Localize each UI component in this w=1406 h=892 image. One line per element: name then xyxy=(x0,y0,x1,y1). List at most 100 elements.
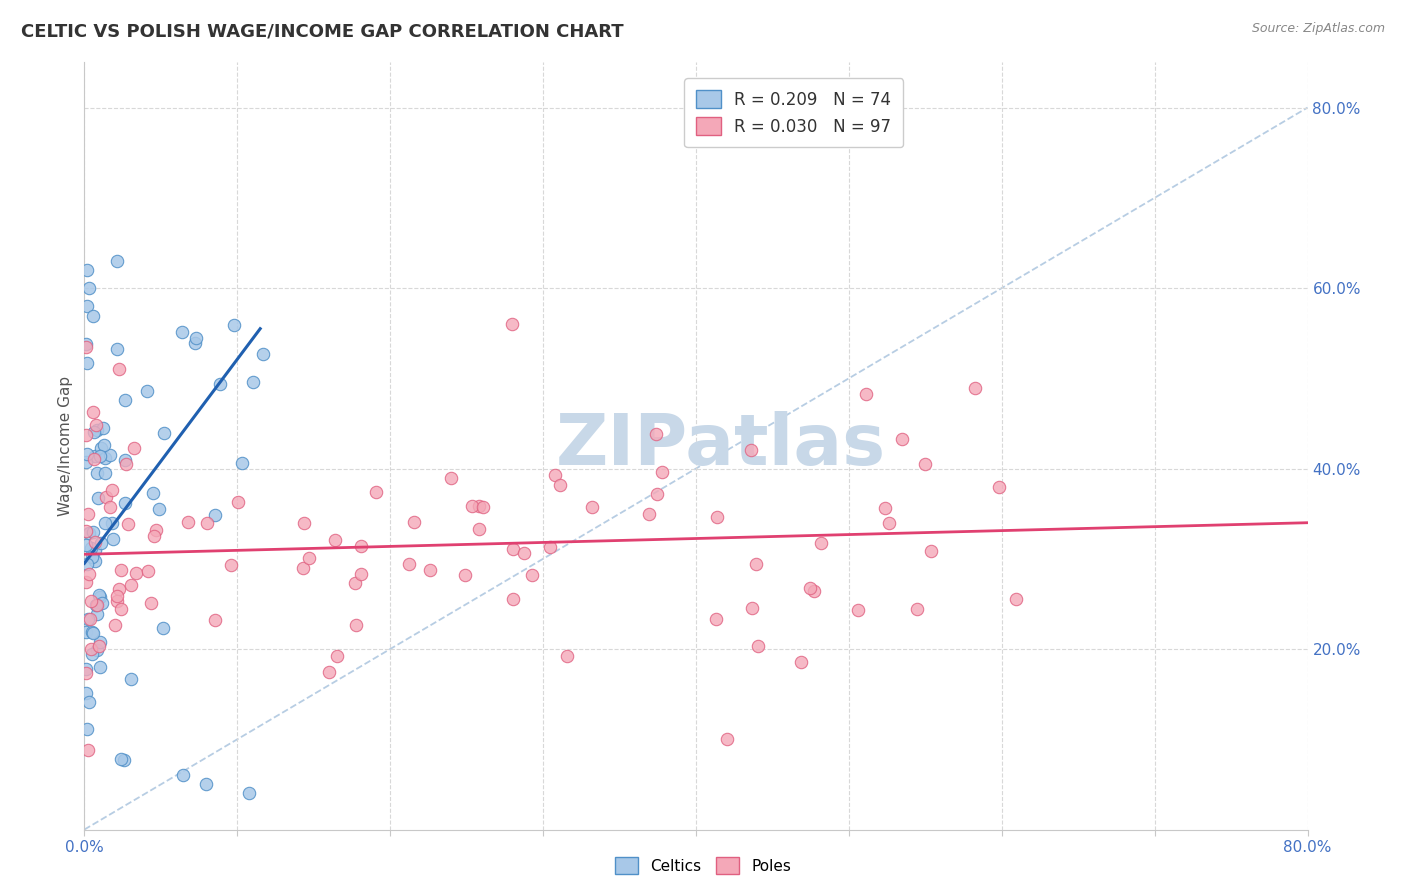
Point xyxy=(638,507,661,521)
Point xyxy=(80,593,103,607)
Point xyxy=(110,752,132,766)
Point xyxy=(84,599,107,613)
Point xyxy=(184,335,207,350)
Point xyxy=(344,576,367,591)
Point xyxy=(76,557,98,571)
Point xyxy=(98,448,121,462)
Point xyxy=(75,538,97,552)
Text: Source: ZipAtlas.com: Source: ZipAtlas.com xyxy=(1251,22,1385,36)
Point xyxy=(326,648,349,663)
Point xyxy=(350,540,373,554)
Point xyxy=(86,467,108,481)
Point xyxy=(75,340,97,354)
Point xyxy=(105,593,128,607)
Legend: Celtics, Poles: Celtics, Poles xyxy=(609,851,797,880)
Point xyxy=(318,665,340,679)
Point xyxy=(105,342,128,356)
Point xyxy=(110,602,132,616)
Y-axis label: Wage/Income Gap: Wage/Income Gap xyxy=(58,376,73,516)
Point xyxy=(76,356,98,370)
Point xyxy=(461,499,484,513)
Point xyxy=(107,362,129,376)
Point xyxy=(83,449,105,463)
Point xyxy=(741,601,763,615)
Point xyxy=(77,566,100,581)
Point xyxy=(84,418,107,433)
Point xyxy=(914,457,936,471)
Point xyxy=(103,617,125,632)
Point xyxy=(502,592,524,607)
Point xyxy=(89,590,111,604)
Point xyxy=(76,263,98,277)
Point xyxy=(645,487,668,501)
Point xyxy=(110,563,132,577)
Point xyxy=(75,686,97,700)
Point xyxy=(204,508,226,522)
Point xyxy=(350,566,373,581)
Point xyxy=(855,387,877,401)
Point xyxy=(177,515,200,529)
Point xyxy=(75,455,97,469)
Point xyxy=(89,635,111,649)
Point xyxy=(987,480,1010,494)
Point xyxy=(799,581,821,595)
Point xyxy=(93,438,115,452)
Point xyxy=(139,596,162,610)
Point xyxy=(323,533,346,548)
Point xyxy=(419,562,441,576)
Point xyxy=(86,598,108,612)
Point xyxy=(790,655,813,669)
Point xyxy=(120,578,142,592)
Point xyxy=(581,500,603,514)
Point xyxy=(208,377,231,392)
Point xyxy=(170,326,193,340)
Point xyxy=(555,648,578,663)
Point xyxy=(77,525,100,540)
Point xyxy=(75,524,97,538)
Point xyxy=(76,722,98,736)
Point xyxy=(80,549,103,564)
Point xyxy=(83,452,105,467)
Point xyxy=(117,516,139,531)
Point xyxy=(366,485,388,500)
Point xyxy=(76,299,98,313)
Point xyxy=(148,502,170,516)
Point xyxy=(124,566,146,580)
Point xyxy=(905,602,928,616)
Point xyxy=(538,540,561,554)
Point xyxy=(93,466,115,480)
Point xyxy=(195,516,218,530)
Point xyxy=(80,647,103,661)
Point xyxy=(224,318,246,333)
Point xyxy=(80,642,103,657)
Text: ZIPatlas: ZIPatlas xyxy=(555,411,886,481)
Point xyxy=(87,639,110,653)
Point xyxy=(122,441,145,455)
Point xyxy=(75,662,97,676)
Point xyxy=(101,516,124,531)
Point xyxy=(112,753,135,767)
Point xyxy=(810,535,832,549)
Point xyxy=(920,544,942,558)
Point xyxy=(402,515,425,529)
Point xyxy=(82,626,104,640)
Point xyxy=(219,558,242,572)
Point xyxy=(87,491,110,505)
Point xyxy=(471,500,494,515)
Point xyxy=(152,621,174,635)
Point xyxy=(143,529,166,543)
Point xyxy=(80,541,103,556)
Text: CELTIC VS POLISH WAGE/INCOME GAP CORRELATION CHART: CELTIC VS POLISH WAGE/INCOME GAP CORRELA… xyxy=(21,22,624,40)
Point xyxy=(84,534,107,549)
Point xyxy=(298,551,321,566)
Point xyxy=(891,432,914,446)
Point xyxy=(114,496,136,510)
Point xyxy=(184,331,207,345)
Point xyxy=(454,568,477,582)
Point xyxy=(136,565,159,579)
Point xyxy=(651,465,673,479)
Point xyxy=(82,309,104,323)
Point xyxy=(513,545,536,559)
Point xyxy=(90,536,112,550)
Point xyxy=(94,491,117,505)
